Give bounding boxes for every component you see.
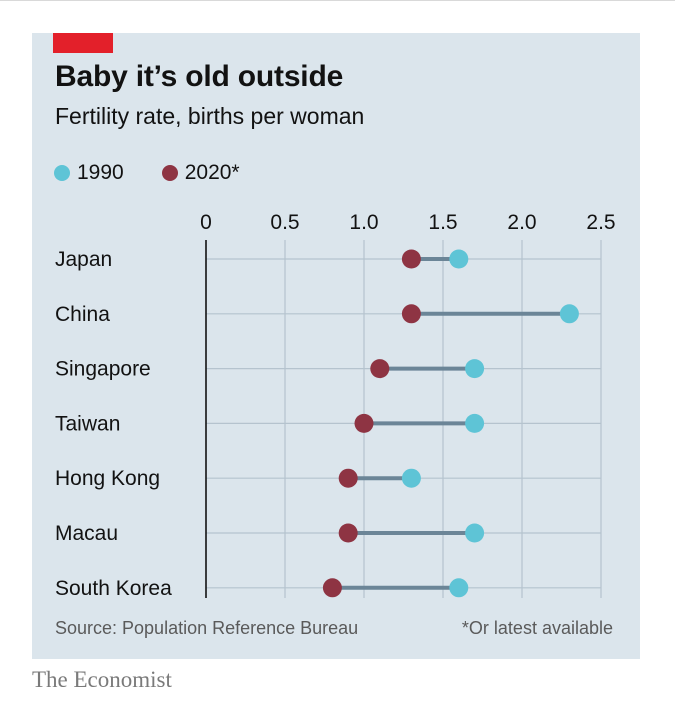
dot-1990 — [465, 413, 485, 433]
dot-2020 — [401, 304, 421, 324]
x-tick-label: 0 — [200, 211, 212, 234]
x-tick-label: 0.5 — [270, 211, 299, 234]
legend-label-1990: 1990 — [77, 161, 124, 184]
dot-2020 — [401, 249, 421, 269]
category-label: China — [55, 303, 110, 326]
dot-1990 — [465, 359, 485, 379]
dot-2020 — [322, 578, 342, 598]
legend-item-1990: 1990 — [54, 161, 124, 185]
source-text: Source: Population Reference Bureau — [55, 618, 359, 638]
category-label: South Korea — [55, 577, 172, 600]
category-label: Hong Kong — [55, 467, 160, 490]
x-tick-label: 2.0 — [507, 211, 536, 234]
legend-label-2020: 2020* — [184, 161, 240, 184]
dot-1990 — [559, 304, 579, 324]
chart-subtitle: Fertility rate, births per woman — [55, 103, 365, 129]
top-border — [0, 0, 675, 1]
legend: 1990 2020* — [54, 161, 278, 185]
brand-logo: The Economist — [32, 667, 172, 692]
category-label: Taiwan — [55, 412, 120, 435]
chart-card — [32, 33, 640, 659]
dot-2020 — [338, 523, 358, 543]
dot-2020 — [370, 359, 390, 379]
red-tag — [53, 33, 113, 53]
category-label: Japan — [55, 248, 112, 271]
legend-swatch-1990 — [54, 165, 70, 181]
legend-swatch-2020 — [161, 165, 178, 181]
legend-item-2020: 2020* — [161, 161, 240, 185]
footnote-text: *Or latest available — [461, 618, 613, 638]
category-label: Macau — [55, 522, 118, 545]
x-tick-label: 2.5 — [586, 211, 615, 234]
category-label: Singapore — [55, 358, 151, 381]
x-tick-label: 1.5 — [428, 211, 457, 234]
dot-1990 — [449, 578, 469, 598]
x-tick-label: 1.0 — [349, 211, 378, 234]
dot-1990 — [449, 249, 469, 269]
dot-1990 — [401, 468, 421, 488]
chart-title: Baby it’s old outside — [55, 60, 344, 93]
dot-2020 — [338, 468, 358, 488]
dot-1990 — [465, 523, 485, 543]
dot-2020 — [354, 413, 374, 433]
